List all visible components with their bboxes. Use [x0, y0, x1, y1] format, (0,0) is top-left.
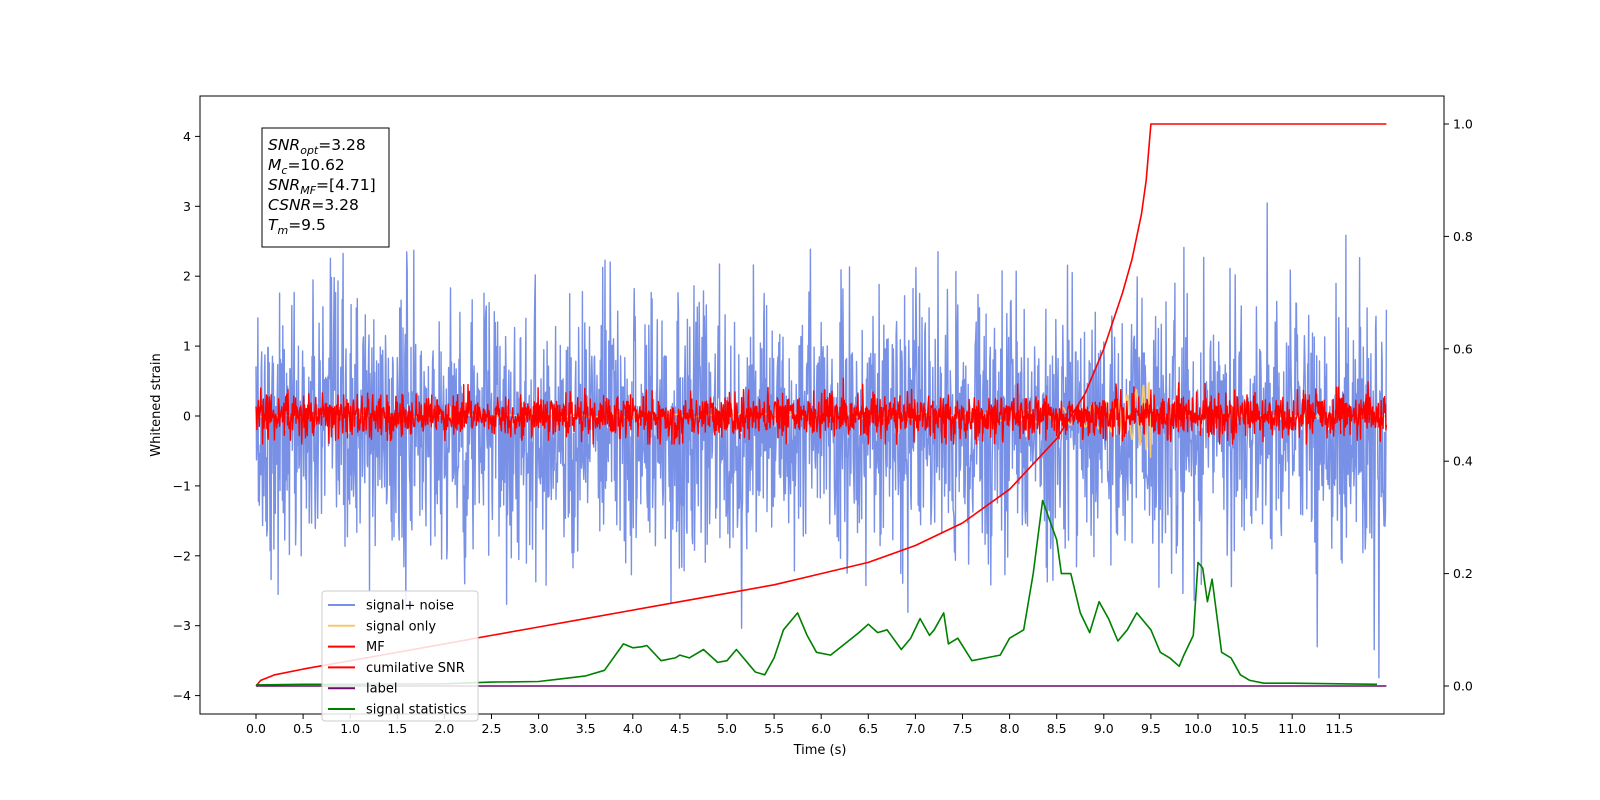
x-tick-label: 2.5: [482, 721, 502, 736]
y-tick-label: 4: [183, 129, 191, 144]
y2-tick-label: 0.6: [1453, 341, 1473, 356]
annotation-frame: [261, 127, 390, 248]
x-tick-label: 8.5: [1047, 721, 1067, 736]
x-axis: 0.0 0.5 1.0 1.5 2.0 2.5 3.0 3.5 4.0 4.5 5.0 5.5 6.0 6…: [246, 714, 1353, 736]
y2-tick-label: 0.4: [1453, 454, 1473, 469]
x-tick-label: 1.5: [387, 721, 407, 736]
y-tick-label: 3: [183, 199, 191, 214]
y2-tick-label: 1.0: [1453, 117, 1473, 132]
x-tick-label: 4.5: [670, 721, 690, 736]
series-line-signal-statistics: [255, 499, 1378, 686]
x-tick-label: 4.0: [623, 721, 643, 736]
annotation-line: SNRopt=3.28: [268, 136, 366, 157]
y-tick-label: −3: [173, 618, 191, 633]
x-tick-label: 11.5: [1325, 721, 1353, 736]
legend-entry: signal statistics: [366, 703, 467, 718]
x-tick-label: 6.5: [858, 721, 878, 736]
y-tick-label: −1: [173, 478, 191, 493]
x-tick-label: 0.5: [293, 721, 313, 736]
annotation-line: CSNR=3.28: [268, 196, 359, 214]
x-tick-label: 3.5: [576, 721, 596, 736]
y-tick-label: 1: [183, 339, 191, 354]
y-axis-right: 1.0 0.8 0.6 0.4 0.2 0.0: [1444, 117, 1473, 694]
x-tick-label: 1.0: [340, 721, 360, 736]
legend: signal+ noise signal only MF cumilative SNR…: [321, 590, 479, 722]
y-tick-label: −4: [173, 688, 191, 703]
legend-frame: [321, 590, 479, 722]
y-tick-label: 0: [183, 409, 191, 424]
y2-tick-label: 0.8: [1453, 229, 1473, 244]
x-tick-label: 2.0: [434, 721, 454, 736]
stats-annotation-box: SNRopt=3.28Mc=10.62SNRMF=[4.71]CSNR=3.28…: [261, 127, 390, 248]
y-tick-label: −2: [173, 548, 191, 563]
plot-frame: [199, 95, 1445, 715]
x-tick-label: 6.0: [811, 721, 831, 736]
x-tick-label: 9.5: [1141, 721, 1161, 736]
annotation-line: Tm=9.5: [268, 216, 326, 237]
legend-entry: MF: [366, 640, 385, 655]
series-line-mf: [255, 377, 1388, 445]
y-axis-label: Whitened strain: [149, 353, 164, 456]
x-tick-label: 11.0: [1278, 721, 1306, 736]
legend-entry: signal only: [366, 619, 436, 634]
legend-entry: cumilative SNR: [366, 661, 465, 676]
x-tick-label: 10.5: [1231, 721, 1259, 736]
series-line-signal-noise: [255, 202, 1388, 679]
annotation-line: Mc=10.62: [268, 156, 345, 177]
x-tick-label: 5.0: [717, 721, 737, 736]
x-tick-label: 0.0: [246, 721, 266, 736]
x-axis-label: Time (s): [793, 743, 847, 758]
x-tick-label: 3.0: [529, 721, 549, 736]
x-tick-label: 10.0: [1184, 721, 1212, 736]
x-tick-label: 5.5: [764, 721, 784, 736]
legend-entry: label: [366, 682, 397, 697]
annotation-line: SNRMF=[4.71]: [268, 176, 376, 197]
x-tick-label: 7.0: [905, 721, 925, 736]
y2-tick-label: 0.0: [1453, 679, 1473, 694]
x-tick-label: 7.5: [953, 721, 973, 736]
y-axis-left: 4 3 2 1 0 −1 −2 −3 −4: [173, 129, 200, 703]
legend-entry: signal+ noise: [366, 599, 454, 614]
y-tick-label: 2: [183, 269, 191, 284]
y2-tick-label: 0.2: [1453, 566, 1473, 581]
x-tick-label: 8.0: [1000, 721, 1020, 736]
x-tick-label: 9.0: [1094, 721, 1114, 736]
